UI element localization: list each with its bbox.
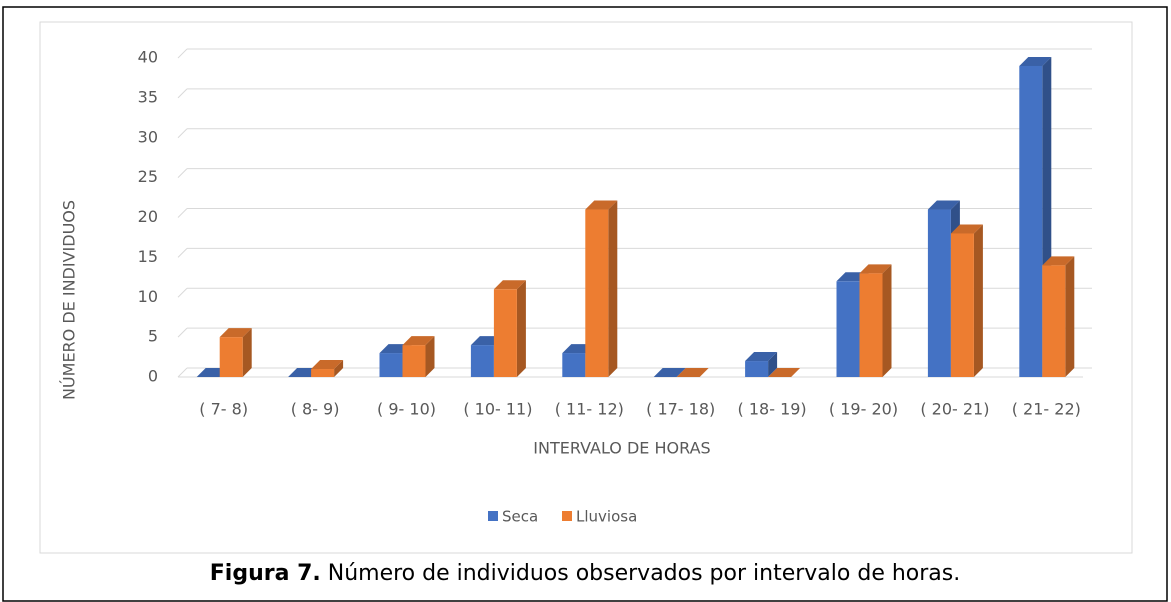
grid-line-side <box>177 287 188 298</box>
y-tick-label: 40 <box>138 48 158 67</box>
bar-top <box>950 224 983 234</box>
bar-top <box>927 200 960 210</box>
legend-swatch <box>562 511 572 521</box>
bar <box>927 209 951 377</box>
bar <box>493 289 517 377</box>
grid-line-side <box>177 88 188 99</box>
y-axis-title: NÚMERO DE INDIVIDUOS <box>60 200 79 400</box>
grid-line-side <box>177 168 188 178</box>
bar-side <box>882 264 892 377</box>
bar-side <box>973 224 983 377</box>
x-tick-label: ( 11- 12) <box>555 400 624 419</box>
bar-top <box>585 200 618 210</box>
legend-label: Seca <box>502 508 538 526</box>
bar-top <box>493 280 526 290</box>
x-tick-label: ( 18- 19) <box>738 400 807 419</box>
bar-top <box>768 368 801 377</box>
y-tick-label: 20 <box>138 207 158 226</box>
bar-top <box>676 368 709 377</box>
y-tick-label: 5 <box>148 327 158 346</box>
grid-line-side <box>177 248 188 258</box>
outer-frame <box>2 6 1168 602</box>
bar-side <box>516 280 526 377</box>
x-axis-title: INTERVALO DE HORAS <box>533 439 710 458</box>
bar-top <box>402 336 435 346</box>
bar-top <box>745 352 778 362</box>
bar <box>470 345 494 377</box>
bar <box>311 369 335 377</box>
bar <box>585 209 609 377</box>
grid-line-side <box>177 208 188 218</box>
grid-line-side <box>177 367 188 378</box>
grid-line-side <box>177 327 188 338</box>
bar-top <box>1019 56 1052 66</box>
bar-side <box>768 352 778 377</box>
bar-side <box>1065 256 1075 377</box>
caption-text: Número de individuos observados por inte… <box>328 561 960 586</box>
bar <box>1042 265 1066 377</box>
caption-label: Figura 7. <box>210 561 321 586</box>
bar-top <box>859 264 892 274</box>
x-tick-label: ( 9- 10) <box>377 400 436 419</box>
x-tick-label: ( 21- 22) <box>1012 400 1081 419</box>
y-tick-label: 30 <box>138 127 158 146</box>
bar-top <box>311 360 344 370</box>
legend-label: Lluviosa <box>576 508 637 526</box>
bar-side <box>425 336 435 377</box>
bar <box>219 337 243 377</box>
x-tick-label: ( 10- 11) <box>463 400 532 419</box>
bar <box>745 361 769 377</box>
y-tick-label: 15 <box>138 247 158 266</box>
bar <box>562 353 586 377</box>
caption: Figura 7. Número de individuos observado… <box>210 561 960 586</box>
x-tick-label: ( 8- 9) <box>291 400 340 419</box>
bar <box>859 273 883 377</box>
x-tick-label: ( 20- 21) <box>920 400 989 419</box>
bar <box>836 281 860 377</box>
x-tick-label: ( 7- 8) <box>199 400 248 419</box>
x-tick-label: ( 19- 20) <box>829 400 898 419</box>
y-tick-label: 10 <box>138 287 158 306</box>
bar-side <box>242 328 252 377</box>
bar-side <box>608 200 618 377</box>
grid-line-side <box>177 128 188 139</box>
x-tick-label: ( 17- 18) <box>646 400 715 419</box>
legend-swatch <box>488 511 498 521</box>
grid-line-side <box>177 48 188 59</box>
bar-side <box>334 360 344 377</box>
y-tick-label: 35 <box>138 87 158 106</box>
bar-top <box>219 328 252 338</box>
bar-top <box>1042 256 1075 266</box>
bar <box>379 353 403 377</box>
bar <box>402 345 426 377</box>
bar-top <box>653 368 686 377</box>
bar <box>1019 65 1043 377</box>
y-tick-label: 0 <box>148 367 158 386</box>
bar <box>950 233 974 377</box>
y-tick-label: 25 <box>138 167 158 186</box>
